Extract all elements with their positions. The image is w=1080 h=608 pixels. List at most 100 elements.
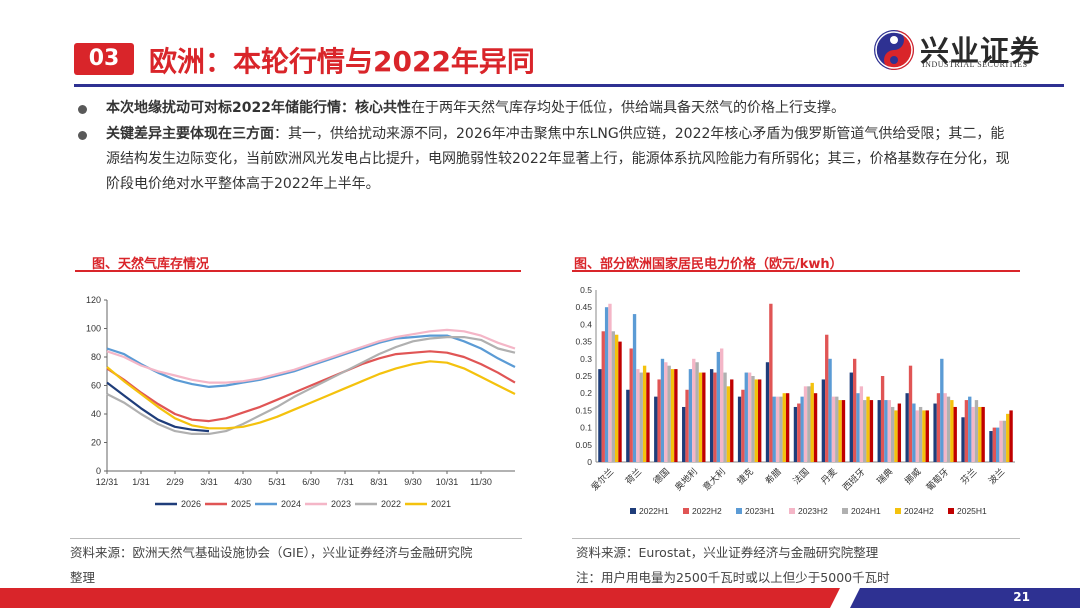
bar-2025H1 xyxy=(1009,410,1013,462)
x-tick-label: 8/31 xyxy=(370,477,388,487)
bar-2022H1 xyxy=(737,396,742,462)
category-label: 希腊 xyxy=(762,466,783,487)
bar-2022H1 xyxy=(626,389,630,462)
bar-2022H2 xyxy=(769,303,773,462)
legend-swatch xyxy=(895,508,901,514)
x-tick-label: 5/31 xyxy=(268,477,286,487)
bar-2025H1 xyxy=(953,406,957,462)
bullet-bold-text: 关键差异主要体现在三方面 xyxy=(106,126,274,142)
bullet-item: 本次地缘扰动可对标2022年储能行情：核心共性在于两年天然气库存均处于低位，供给… xyxy=(78,96,1018,121)
bar-2024H1 xyxy=(779,396,783,462)
bar-2024H2 xyxy=(894,410,898,462)
bar-2025H1 xyxy=(646,372,650,462)
bar-2023H1 xyxy=(856,393,860,462)
bar-2024H2 xyxy=(922,410,926,462)
y-tick-label: 60 xyxy=(91,381,101,391)
bar-2022H1 xyxy=(709,369,714,462)
page-title: 欧洲：本轮行情与2022年异同 xyxy=(149,45,535,78)
category-label: 波兰 xyxy=(986,466,1007,487)
legend-swatch xyxy=(736,508,742,514)
series-line-2024 xyxy=(106,334,516,389)
bar-2023H1 xyxy=(688,369,693,462)
y-tick-label: 0.45 xyxy=(575,302,592,312)
category-label: 丹麦 xyxy=(818,466,839,487)
left-chart-title-rule xyxy=(75,270,521,272)
bar-2024H1 xyxy=(918,406,923,462)
x-tick-label: 4/30 xyxy=(234,477,252,487)
logo-english-name: INDUSTRIAL SECURITIES xyxy=(922,60,1028,69)
bar-2024H2 xyxy=(698,372,703,462)
bar-2023H2 xyxy=(859,386,864,462)
bar-2022H1 xyxy=(961,417,965,462)
bar-2024H2 xyxy=(782,393,786,462)
bar-2023H2 xyxy=(915,410,919,462)
bar-2024H2 xyxy=(810,382,814,462)
legend-label: 2026 xyxy=(181,499,201,509)
legend-label: 2022 xyxy=(381,499,401,509)
bar-2023H1 xyxy=(744,372,748,462)
y-tick-label: 0.5 xyxy=(580,285,592,295)
bar-2024H2 xyxy=(754,379,759,462)
bar-2023H2 xyxy=(636,369,640,462)
y-tick-label: 0.25 xyxy=(575,371,592,381)
y-tick-label: 20 xyxy=(91,438,101,448)
bar-2022H2 xyxy=(797,403,801,462)
bar-2024H2 xyxy=(978,406,982,462)
logo-chinese-name: 兴业证券 xyxy=(920,34,1041,68)
bar-2025H1 xyxy=(813,393,818,462)
x-tick-label: 2/29 xyxy=(166,477,184,487)
bar-2022H2 xyxy=(852,358,857,462)
bar-2023H1 xyxy=(884,400,888,462)
legend-label: 2024H1 xyxy=(851,506,881,516)
bar-2024H1 xyxy=(723,372,727,462)
gas-storage-line-chart: 0 20 40 60 80 100 120 12/31 1/31 2/29 3/31 4/30 5/31… xyxy=(86,295,516,509)
category-label: 挪威 xyxy=(902,466,923,487)
x-tick-label: 9/30 xyxy=(404,477,422,487)
bar-2024H2 xyxy=(642,365,647,462)
bar-2025H1 xyxy=(785,393,790,462)
y-tick-label: 0.3 xyxy=(580,354,592,364)
bar-2023H1 xyxy=(632,314,637,462)
bar-2022H2 xyxy=(880,376,885,462)
bar-2024H1 xyxy=(807,386,811,462)
bar-2023H2 xyxy=(999,420,1003,462)
logo-swirl-icon xyxy=(874,30,914,70)
bar-2023H2 xyxy=(887,400,891,462)
bar-2023H1 xyxy=(604,307,609,462)
bar-2022H2 xyxy=(825,334,829,462)
y-tick-label: 0.35 xyxy=(575,337,592,347)
bar-2023H2 xyxy=(803,386,808,462)
right-chart-source: 资料来源：Eurostat，兴业证券经济与金融研究院整理 注：用户用电量为250… xyxy=(576,540,1036,590)
bar-2023H1 xyxy=(660,358,665,462)
bar-2024H1 xyxy=(695,362,699,462)
legend-swatch xyxy=(789,508,795,514)
bullet-dot-icon xyxy=(78,131,87,140)
bar-2024H1 xyxy=(611,331,615,462)
footer-bar xyxy=(0,588,1080,608)
legend-label: 2023H1 xyxy=(745,506,775,516)
bar-2023H1 xyxy=(912,403,916,462)
bar-2025H1 xyxy=(925,410,929,462)
left-source-line2: 整理 xyxy=(70,570,96,585)
bar-2022H2 xyxy=(713,372,717,462)
legend-swatch xyxy=(630,508,636,514)
bar-2022H2 xyxy=(908,365,913,462)
bar-2024H1 xyxy=(835,396,839,462)
bar-2025H1 xyxy=(981,406,985,462)
category-label: 捷克 xyxy=(735,466,756,487)
bar-2024H2 xyxy=(1006,413,1010,462)
bar-2022H1 xyxy=(682,406,686,462)
bar-2024H1 xyxy=(890,406,895,462)
y-tick-label: 0 xyxy=(96,466,101,476)
bar-2023H1 xyxy=(968,396,972,462)
bar-2023H2 xyxy=(747,372,752,462)
x-tick-label: 1/31 xyxy=(132,477,150,487)
left-chart-title: 图、天然气库存情况 xyxy=(92,257,210,272)
y-tick-label: 0.15 xyxy=(575,405,592,415)
legend-label: 2025H1 xyxy=(957,506,987,516)
bar-2024H2 xyxy=(726,386,731,462)
bar-2024H1 xyxy=(946,396,951,462)
bar-2025H1 xyxy=(897,403,902,462)
left-source-line1: 资料来源：欧洲天然气基础设施协会（GIE），兴业证券经济与金融研究院 xyxy=(70,545,473,560)
bar-2022H2 xyxy=(964,400,969,462)
